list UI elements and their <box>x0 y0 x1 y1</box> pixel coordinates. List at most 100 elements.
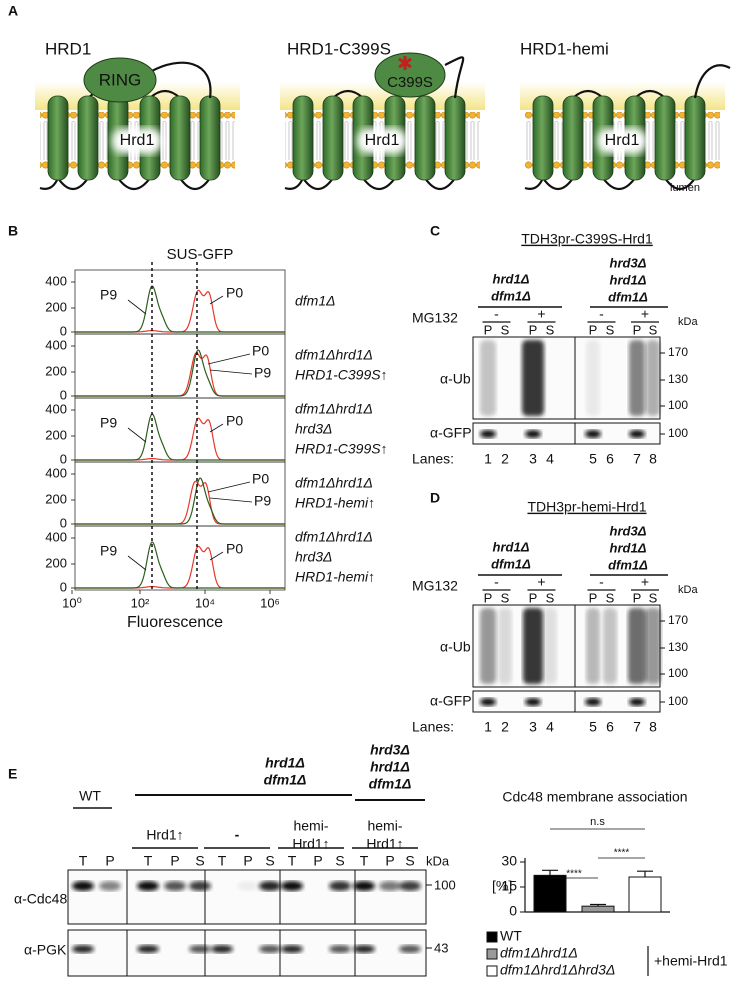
label-glow <box>597 128 647 154</box>
blot-cdc48 <box>67 869 427 925</box>
lipid-heads <box>525 112 720 122</box>
genotype-label: hrd3Δ <box>610 523 647 538</box>
significance-label: **** <box>614 848 630 859</box>
y-tick-label: 0 <box>60 387 67 402</box>
bar <box>533 874 567 913</box>
legend-swatch <box>486 931 498 943</box>
panel-label: B <box>8 223 18 239</box>
lane-number: 3 <box>529 451 537 467</box>
lane-label: T <box>79 853 88 869</box>
rule <box>209 423 224 433</box>
condition-label: - <box>235 827 240 843</box>
linker <box>444 56 465 99</box>
treatment-label: MG132 <box>412 310 458 326</box>
lane-label: T <box>218 853 227 869</box>
cdc48-band <box>99 881 121 891</box>
treatment-sign: - <box>494 306 499 322</box>
bar <box>628 876 662 913</box>
ub-smear <box>498 608 512 684</box>
blot-ub <box>472 336 661 420</box>
y-tick-label: 0 <box>509 903 517 919</box>
lane-number: 5 <box>589 719 597 735</box>
lane-label: T <box>144 853 153 869</box>
fraction-label: S <box>546 590 555 605</box>
lane-number: 4 <box>546 451 554 467</box>
error-bar <box>542 869 558 876</box>
fraction-label: S <box>501 322 510 337</box>
row-label: α-GFP <box>430 693 472 709</box>
histogram-p9 <box>75 477 285 525</box>
protein-label: Hrd1 <box>365 132 400 149</box>
chart-title: Cdc48 membrane association <box>502 789 687 805</box>
ub-smear <box>628 608 646 684</box>
construct-title: HRD1-hemi <box>520 39 609 58</box>
lane-number: 1 <box>484 451 492 467</box>
ring-domain <box>83 57 157 103</box>
fraction-label: P <box>529 590 538 605</box>
ub-smear <box>603 608 617 684</box>
fraction-label: S <box>649 590 658 605</box>
x-tick-label: 10⁴ <box>195 595 215 610</box>
cdc48-band <box>72 881 94 891</box>
rule <box>209 551 224 561</box>
marker-label: 100 <box>668 694 688 708</box>
gfp-band <box>480 698 496 706</box>
genotype-label: hrd3Δ <box>370 742 410 758</box>
y-tick-label: 0 <box>60 515 67 530</box>
p9-label: P9 <box>100 543 117 559</box>
domain-label: RING <box>99 70 142 89</box>
y-tick-label: 400 <box>45 465 67 480</box>
cdc48-band <box>189 881 211 891</box>
gfp-band <box>525 698 541 706</box>
fraction-label: P <box>633 590 642 605</box>
loop <box>524 89 696 191</box>
blot-pgk <box>67 929 427 977</box>
lane-label: S <box>405 853 414 869</box>
lane-label: T <box>360 853 369 869</box>
pgk-band <box>353 945 375 953</box>
significance-label: **** <box>566 869 582 880</box>
tm-helix <box>199 95 221 181</box>
genotype-label: dfm1Δ <box>491 556 531 571</box>
legend-swatch <box>486 965 498 977</box>
tm-helix <box>77 95 99 181</box>
cdc48-band <box>353 881 375 891</box>
lane-number: 4 <box>546 719 554 735</box>
y-tick-label: 0 <box>60 323 67 338</box>
y-tick-label: 400 <box>45 337 67 352</box>
tm-helix <box>169 95 191 181</box>
ub-smear <box>586 608 600 684</box>
genotype-label: dfm1Δhrd1Δ <box>295 401 373 417</box>
marker-label: 130 <box>668 640 688 654</box>
lane-number: 6 <box>606 451 614 467</box>
y-tick-label: 15 <box>501 878 517 894</box>
y-tick-label: 400 <box>45 273 67 288</box>
y-tick-label: 400 <box>45 401 67 416</box>
blot-title: TDH3pr-hemi-Hrd1 <box>527 499 646 515</box>
condition-label: Hrd1↑ <box>366 836 403 852</box>
gfp-band <box>629 430 645 438</box>
blot-title: TDH3pr-C399S-Hrd1 <box>521 231 653 247</box>
x-tick-label: 10⁰ <box>62 595 82 610</box>
cdc48-band <box>137 881 159 891</box>
tm-helix <box>47 95 69 181</box>
y-tick-label: 200 <box>45 363 67 378</box>
row-label: α-Ub <box>440 371 471 387</box>
fraction-label: P <box>484 322 493 337</box>
lane-label: S <box>335 853 344 869</box>
linker <box>149 61 212 99</box>
lipid-heads <box>525 160 720 170</box>
y-tick-label: 0 <box>60 451 67 466</box>
lane-number: 3 <box>529 719 537 735</box>
pgk-band <box>329 945 351 953</box>
p0-label: P0 <box>226 413 243 429</box>
pgk-band <box>281 945 303 953</box>
ring-domain <box>374 52 446 98</box>
mutation-star <box>398 56 412 70</box>
y-tick-label: 400 <box>45 529 67 544</box>
genotype-label: HRD1-hemi↑ <box>295 569 375 585</box>
error-bar <box>637 870 653 877</box>
genotype-label: dfm1Δ <box>608 557 648 572</box>
genotype-label: hrd1Δ <box>493 271 530 286</box>
y-tick-label: 200 <box>45 555 67 570</box>
